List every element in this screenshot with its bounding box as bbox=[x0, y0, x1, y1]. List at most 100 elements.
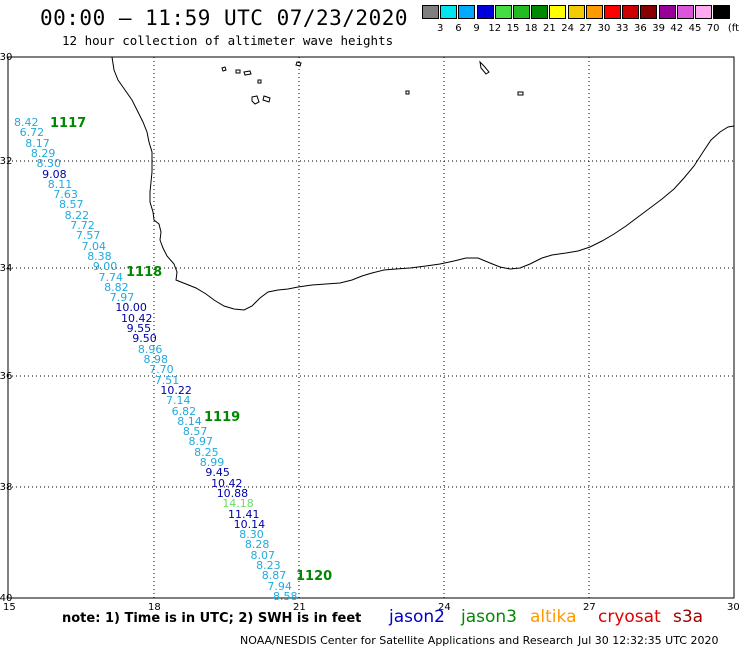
swh-value-label: 9.00 bbox=[92, 260, 118, 274]
swh-value-label: 7.72 bbox=[70, 219, 95, 233]
colorbar-tick-label: 42 bbox=[670, 23, 684, 34]
lon-label: 24 bbox=[438, 602, 451, 613]
colorbar-swatch bbox=[676, 5, 694, 19]
islands bbox=[221, 60, 524, 105]
colorbar-swatch bbox=[622, 5, 640, 19]
colorbar-swatch bbox=[585, 5, 603, 19]
swh-value-label: 10.42 bbox=[211, 476, 243, 490]
pass-number-label: 1118 bbox=[126, 265, 163, 280]
swh-value-label: 10.14 bbox=[233, 517, 266, 531]
swh-value-label: 7.97 bbox=[109, 291, 135, 305]
swh-value-label: 8.17 bbox=[25, 136, 50, 150]
colorbar-tick-label: 33 bbox=[615, 23, 629, 34]
swh-value-label: 9.55 bbox=[126, 322, 152, 336]
colorbar-tick-label: 3 bbox=[437, 23, 444, 34]
map-subtitle: 12 hour collection of altimeter wave hei… bbox=[62, 33, 394, 48]
swh-value-label: 8.30 bbox=[36, 157, 62, 171]
satellite-name-jason3: jason3 bbox=[461, 607, 517, 627]
lat-label: -30 bbox=[0, 52, 13, 63]
colorbar-tick-label: 30 bbox=[597, 23, 611, 34]
swh-value-label: 8.42 bbox=[14, 116, 39, 129]
colorbar-tick-label: 45 bbox=[688, 23, 702, 34]
swh-value-label: 7.57 bbox=[75, 229, 101, 243]
swh-value-label: 8.38 bbox=[87, 249, 112, 263]
swh-value-label: 6.72 bbox=[19, 126, 45, 140]
satellite-name-altika: altika bbox=[530, 607, 577, 627]
swh-value-label: 7.63 bbox=[53, 188, 78, 202]
lat-label: -38 bbox=[0, 482, 13, 493]
colorbar-tick-label: 27 bbox=[579, 23, 593, 34]
satellite-name-jason2: jason2 bbox=[389, 607, 445, 627]
lon-label: 15 bbox=[3, 602, 16, 613]
swh-value-label: 10.22 bbox=[160, 383, 192, 397]
credit-line: NOAA/NESDIS Center for Satellite Applica… bbox=[240, 634, 574, 647]
swh-value-label: 8.57 bbox=[59, 198, 84, 212]
pass-number-label: 1117 bbox=[50, 116, 87, 131]
swh-value-label: 9.50 bbox=[132, 332, 157, 346]
colorbar-tick-label: 21 bbox=[543, 23, 556, 34]
colorbar-tick-label: 6 bbox=[455, 23, 462, 34]
colorbar-swatch bbox=[440, 5, 458, 19]
colorbar-tick-label: 36 bbox=[634, 23, 647, 34]
swh-value-label: 8.99 bbox=[199, 456, 225, 470]
colorbar-tick-label: 12 bbox=[488, 23, 502, 34]
swh-value-label: 8.98 bbox=[143, 353, 169, 366]
lon-label: 21 bbox=[293, 602, 306, 613]
generation-timestamp: Jul 30 12:32:35 UTC 2020 bbox=[578, 634, 719, 647]
colorbar-swatch bbox=[640, 5, 658, 19]
swh-value-label: 8.30 bbox=[239, 528, 264, 542]
pass-number-label: 1119 bbox=[204, 410, 241, 425]
swh-value-label: 10.42 bbox=[120, 311, 153, 325]
colorbar-unit: (ft) bbox=[727, 23, 740, 34]
lat-label: -32 bbox=[0, 156, 13, 167]
colorbar-swatch bbox=[695, 5, 712, 19]
colorbar-tick-label: 70 bbox=[706, 23, 720, 34]
swh-value-label: 8.82 bbox=[104, 280, 129, 294]
swh-value-label: 8.57 bbox=[182, 425, 208, 439]
coastline bbox=[111, 56, 735, 311]
lat-label: -40 bbox=[0, 593, 13, 604]
colorbar-tick-label: 24 bbox=[561, 23, 574, 34]
swh-value-label: 7.14 bbox=[166, 394, 191, 408]
colorbar-tick-label: 39 bbox=[652, 23, 665, 34]
colorbar-swatch bbox=[531, 5, 549, 19]
lat-label: -36 bbox=[0, 371, 13, 382]
swh-value-label: 8.58 bbox=[273, 590, 298, 603]
satellite-name-s3a: s3a bbox=[673, 607, 704, 627]
colorbar-swatch bbox=[422, 5, 439, 19]
colorbar-swatch bbox=[658, 5, 676, 19]
swh-value-label: 8.22 bbox=[64, 208, 90, 222]
swh-value-label: 8.97 bbox=[188, 435, 214, 449]
satellite-name-cryosat: cryosat bbox=[598, 607, 661, 627]
colorbar-swatch bbox=[458, 5, 476, 19]
colorbar-swatch bbox=[549, 5, 567, 19]
swh-value-label: 6.82 bbox=[171, 404, 197, 418]
colorbar-swatch bbox=[513, 5, 530, 19]
lon-label: 30 bbox=[727, 602, 740, 613]
graticule bbox=[8, 57, 734, 598]
colorbar-swatch bbox=[713, 5, 731, 19]
swh-value-label: 14.18 bbox=[222, 497, 254, 511]
swh-value-label: 7.94 bbox=[267, 579, 292, 593]
swh-value-label: 8.11 bbox=[47, 177, 73, 191]
pass-number-label: 1120 bbox=[296, 569, 333, 584]
swh-value-label: 10.00 bbox=[115, 301, 147, 315]
swh-value-label: 10.88 bbox=[216, 486, 249, 500]
swh-value-label: 7.74 bbox=[98, 270, 123, 284]
swh-value-label: 9.45 bbox=[205, 466, 230, 480]
swh-value-label: 7.51 bbox=[154, 373, 180, 387]
swh-value-label: 8.23 bbox=[256, 559, 281, 573]
colorbar-swatch bbox=[476, 5, 494, 19]
map-frame bbox=[7, 56, 735, 599]
swh-value-label: 11.41 bbox=[227, 507, 260, 521]
colorbar-tick-label: 15 bbox=[506, 23, 520, 34]
footer-note: note: 1) Time is in UTC; 2) SWH is in fe… bbox=[62, 611, 362, 626]
swh-value-label: 9.08 bbox=[42, 167, 67, 181]
lon-label: 27 bbox=[583, 602, 596, 613]
colorbar-tick-label: 18 bbox=[524, 23, 538, 34]
lat-label: -34 bbox=[0, 263, 13, 274]
swh-value-label: 8.28 bbox=[244, 538, 270, 552]
swh-value-label: 8.07 bbox=[250, 548, 275, 562]
colorbar-swatch bbox=[567, 5, 585, 19]
